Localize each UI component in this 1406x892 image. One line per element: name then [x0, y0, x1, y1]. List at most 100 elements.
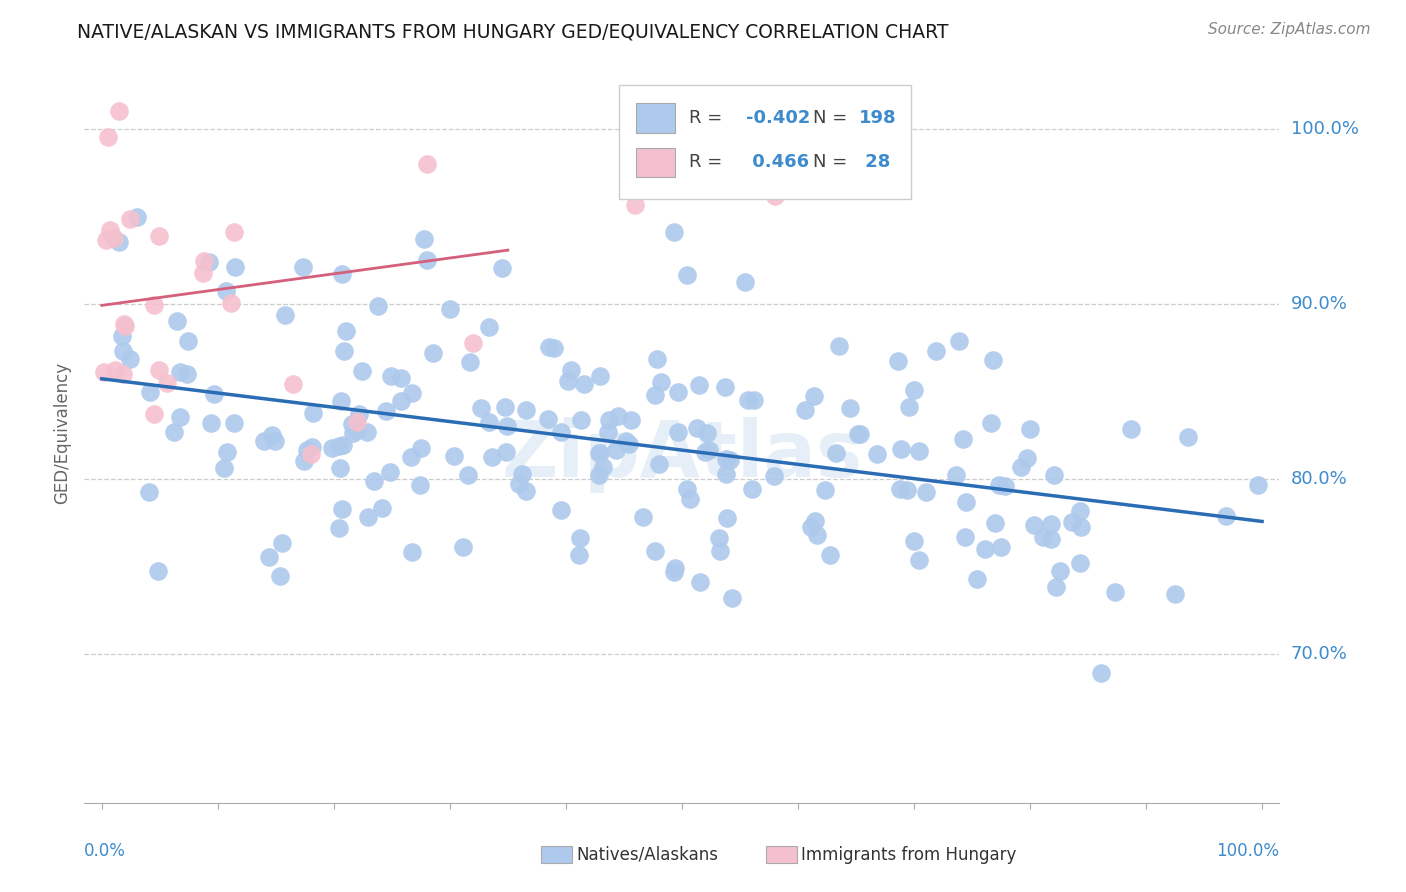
- Point: [662, 566, 685, 580]
- Point: [347, 407, 370, 421]
- Point: [838, 401, 860, 415]
- Point: [191, 266, 214, 280]
- Point: [890, 442, 912, 456]
- Point: [302, 406, 325, 420]
- Point: [481, 450, 503, 464]
- Point: [271, 536, 294, 550]
- Text: ZipAtlas: ZipAtlas: [502, 417, 862, 493]
- Point: [166, 314, 188, 328]
- Point: [849, 427, 872, 442]
- Point: [1069, 556, 1091, 570]
- Point: [588, 446, 610, 460]
- Point: [138, 485, 160, 500]
- Point: [914, 484, 936, 499]
- Point: [707, 531, 730, 545]
- Point: [409, 478, 432, 492]
- Point: [709, 543, 731, 558]
- Point: [689, 574, 711, 589]
- Text: 70.0%: 70.0%: [1291, 645, 1347, 663]
- Text: Immigrants from Hungary: Immigrants from Hungary: [801, 846, 1017, 863]
- FancyBboxPatch shape: [637, 103, 675, 133]
- Point: [666, 425, 689, 439]
- Point: [644, 388, 666, 402]
- Point: [714, 452, 737, 467]
- Point: [571, 413, 593, 427]
- Point: [560, 363, 582, 377]
- Point: [508, 477, 530, 491]
- Point: [664, 561, 686, 575]
- Point: [955, 495, 977, 509]
- Point: [108, 235, 131, 250]
- Point: [1045, 580, 1067, 594]
- Point: [114, 318, 136, 333]
- Point: [176, 368, 198, 382]
- Y-axis label: GED/Equivalency: GED/Equivalency: [53, 361, 72, 504]
- Point: [803, 514, 825, 528]
- Point: [281, 376, 304, 391]
- Point: [224, 225, 246, 239]
- Point: [332, 501, 354, 516]
- Point: [257, 549, 280, 564]
- Point: [589, 368, 612, 383]
- Point: [1104, 585, 1126, 599]
- Point: [330, 267, 353, 281]
- Point: [903, 383, 925, 397]
- Point: [818, 549, 841, 563]
- Point: [291, 260, 314, 274]
- Point: [295, 443, 318, 458]
- Point: [401, 545, 423, 559]
- Point: [617, 437, 640, 451]
- Point: [219, 296, 242, 310]
- Point: [1090, 666, 1112, 681]
- Point: [688, 377, 710, 392]
- Point: [333, 344, 356, 359]
- Text: 100.0%: 100.0%: [1291, 120, 1358, 138]
- Point: [605, 442, 627, 457]
- Point: [846, 427, 869, 442]
- Point: [644, 544, 666, 558]
- Point: [903, 533, 925, 548]
- Point: [800, 519, 823, 533]
- Point: [598, 425, 620, 439]
- Point: [793, 402, 815, 417]
- Text: R =: R =: [689, 153, 728, 171]
- Point: [543, 341, 565, 355]
- FancyBboxPatch shape: [619, 85, 911, 200]
- Point: [346, 415, 368, 429]
- Point: [378, 466, 401, 480]
- Point: [588, 467, 610, 482]
- Point: [371, 501, 394, 516]
- Point: [945, 468, 967, 483]
- Text: Source: ZipAtlas.com: Source: ZipAtlas.com: [1208, 22, 1371, 37]
- Point: [619, 413, 641, 427]
- Point: [925, 344, 948, 359]
- Point: [1060, 516, 1083, 530]
- Text: Natives/Alaskans: Natives/Alaskans: [576, 846, 718, 863]
- Point: [125, 210, 148, 224]
- Point: [550, 503, 572, 517]
- Point: [143, 407, 166, 421]
- Point: [389, 393, 412, 408]
- Text: 80.0%: 80.0%: [1291, 470, 1347, 488]
- Point: [1042, 468, 1064, 483]
- Point: [1010, 460, 1032, 475]
- Point: [568, 548, 591, 562]
- Point: [193, 253, 215, 268]
- Point: [422, 346, 444, 360]
- Point: [650, 375, 672, 389]
- Point: [762, 469, 785, 483]
- Point: [329, 394, 352, 409]
- Point: [981, 352, 1004, 367]
- Point: [148, 363, 170, 377]
- Point: [714, 380, 737, 394]
- Point: [1018, 421, 1040, 435]
- Point: [948, 334, 970, 348]
- Point: [496, 419, 519, 434]
- Text: R =: R =: [689, 109, 728, 127]
- Point: [202, 387, 225, 401]
- Point: [953, 530, 976, 544]
- Point: [515, 402, 537, 417]
- Point: [478, 415, 501, 429]
- Point: [458, 355, 481, 369]
- Point: [1069, 504, 1091, 518]
